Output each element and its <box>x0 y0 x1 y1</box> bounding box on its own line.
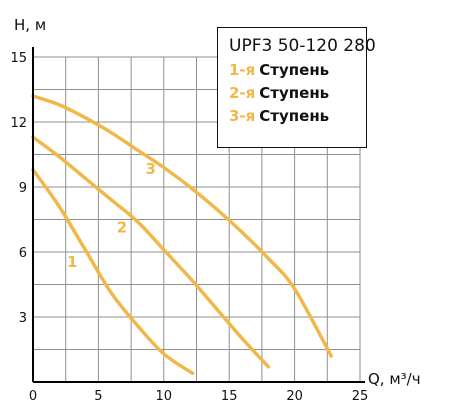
x-tick-label: 20 <box>286 389 303 404</box>
legend-title: UPF3 50-120 280 <box>229 36 376 56</box>
x-tick-label: 5 <box>94 389 102 404</box>
curve-labels: 1 2 3 <box>67 160 156 271</box>
legend-item-3-label: Ступень <box>259 107 330 125</box>
y-tick-label: 3 <box>19 311 27 326</box>
legend-item-3-number: 3-я <box>229 107 256 125</box>
legend-item-1-label: Ступень <box>259 61 330 79</box>
legend-item-2-number: 2-я <box>229 84 256 102</box>
x-tick-label: 10 <box>156 389 173 404</box>
y-tick-label: 9 <box>19 181 27 196</box>
x-tick-label: 25 <box>352 389 369 404</box>
x-tick-label: 0 <box>29 389 37 404</box>
curve-stage-1 <box>31 167 195 376</box>
x-tick-label: 15 <box>221 389 238 404</box>
curve-label-2: 2 <box>117 219 127 237</box>
y-tick-label: 15 <box>10 51 27 66</box>
legend-item-2: 2-я Ступень <box>229 82 366 105</box>
legend-item-3: 3-я Ступень <box>229 105 366 128</box>
y-tick-label: 12 <box>10 116 27 131</box>
curve-label-1: 1 <box>67 253 77 271</box>
legend: UPF3 50-120 280 1-я Ступень 2-я Ступень 3-… <box>217 27 376 148</box>
x-axis-title: Q, м³/ч <box>368 370 421 388</box>
y-axis-title: H, м <box>14 16 46 34</box>
curves <box>31 94 333 376</box>
axes <box>32 47 365 383</box>
y-tick-label: 6 <box>19 246 27 261</box>
legend-item-1: 1-я Ступень <box>229 59 366 82</box>
curve-stage-2 <box>31 135 271 369</box>
legend-item-1-number: 1-я <box>229 61 256 79</box>
curve-stage-3 <box>31 94 333 358</box>
curve-label-3: 3 <box>146 160 156 178</box>
legend-item-2-label: Ступень <box>259 84 330 102</box>
